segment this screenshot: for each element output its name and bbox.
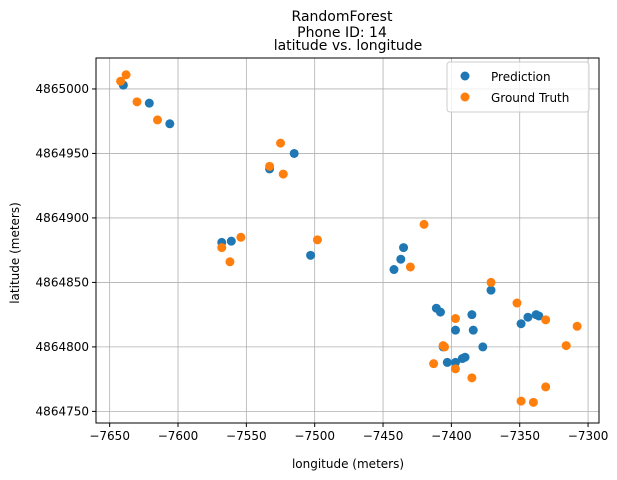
- x-tick-label: −7650: [89, 429, 130, 443]
- chart-title-line-1: RandomForest: [292, 9, 393, 25]
- ground-truth-point: [312, 235, 322, 245]
- ground-truth-point: [572, 321, 582, 331]
- ground-truth-point: [116, 76, 126, 86]
- y-tick-label: 4864950: [36, 146, 89, 160]
- ground-truth-point: [450, 314, 460, 324]
- ground-truth-point: [419, 219, 429, 229]
- y-axis-label: latitude (meters): [8, 202, 22, 304]
- prediction-point: [523, 312, 533, 322]
- ground-truth-point: [278, 169, 288, 179]
- ground-truth-point: [265, 161, 275, 171]
- ground-truth-point: [528, 397, 538, 407]
- y-tick-label: 4865000: [36, 82, 89, 96]
- prediction-point: [460, 352, 470, 362]
- x-tick-label: −7600: [158, 429, 199, 443]
- prediction-point: [486, 285, 496, 295]
- prediction-point: [435, 307, 445, 317]
- axis-ticks: −7650 −7600 −7550 −7500 −7450 −7400 −7350 −7300…: [36, 82, 609, 443]
- ground-truth-point: [121, 70, 131, 80]
- prediction-point: [389, 265, 399, 275]
- ground-truth-point: [217, 243, 227, 253]
- ground-truth-point: [236, 232, 246, 242]
- legend-box: [446, 61, 590, 113]
- legend-marker-prediction: [460, 71, 470, 81]
- prediction-point: [306, 250, 316, 260]
- legend-label-ground-truth: Ground Truth: [491, 91, 569, 105]
- x-tick-label: −7300: [568, 429, 609, 443]
- legend-label-prediction: Prediction: [491, 70, 551, 84]
- y-tick-label: 4864750: [36, 404, 89, 418]
- ground-truth-point: [486, 277, 496, 287]
- prediction-point: [226, 236, 236, 246]
- y-tick-label: 4864900: [36, 211, 89, 225]
- chart-title-line-2: Phone ID: 14: [297, 25, 387, 41]
- legend-marker-ground-truth: [460, 92, 470, 102]
- ground-truth-point: [450, 364, 460, 374]
- chart-title-line-3: latitude vs. longitude: [274, 38, 423, 54]
- x-axis-label: longitude (meters): [292, 457, 404, 471]
- plot-area-frame: [95, 57, 600, 424]
- prediction-point: [399, 243, 409, 253]
- x-tick-label: −7400: [431, 429, 472, 443]
- ground-truth-point: [512, 298, 522, 308]
- data-points: [116, 70, 582, 407]
- x-tick-label: −7500: [294, 429, 335, 443]
- prediction-point: [534, 311, 544, 321]
- prediction-point: [478, 342, 488, 352]
- prediction-point: [442, 357, 452, 367]
- y-tick-label: 4864850: [36, 275, 89, 289]
- x-tick-label: −7550: [226, 429, 267, 443]
- legend: Prediction Ground Truth: [446, 61, 590, 113]
- ground-truth-point: [561, 341, 571, 351]
- ground-truth-point: [541, 382, 551, 392]
- prediction-point: [165, 119, 175, 129]
- x-tick-label: −7450: [363, 429, 404, 443]
- ground-truth-point: [132, 97, 142, 107]
- prediction-point: [289, 148, 299, 158]
- ground-truth-point: [467, 373, 477, 383]
- prediction-point: [516, 319, 526, 329]
- ground-truth-point: [440, 342, 450, 352]
- ground-truth-point: [405, 262, 415, 272]
- ground-truth-point: [276, 138, 286, 148]
- prediction-point: [450, 325, 460, 335]
- prediction-point: [467, 310, 477, 320]
- ground-truth-point: [153, 115, 163, 125]
- y-tick-label: 4864800: [36, 340, 89, 354]
- ground-truth-point: [541, 315, 551, 325]
- ground-truth-point: [225, 257, 235, 267]
- x-tick-label: −7350: [499, 429, 540, 443]
- chart-title: RandomForest Phone ID: 14 latitude vs. l…: [274, 9, 423, 54]
- prediction-point: [144, 98, 154, 108]
- ground-truth-point: [516, 396, 526, 406]
- ground-truth-point: [429, 359, 439, 369]
- prediction-point: [450, 357, 460, 367]
- prediction-point: [396, 254, 406, 264]
- prediction-point: [468, 325, 478, 335]
